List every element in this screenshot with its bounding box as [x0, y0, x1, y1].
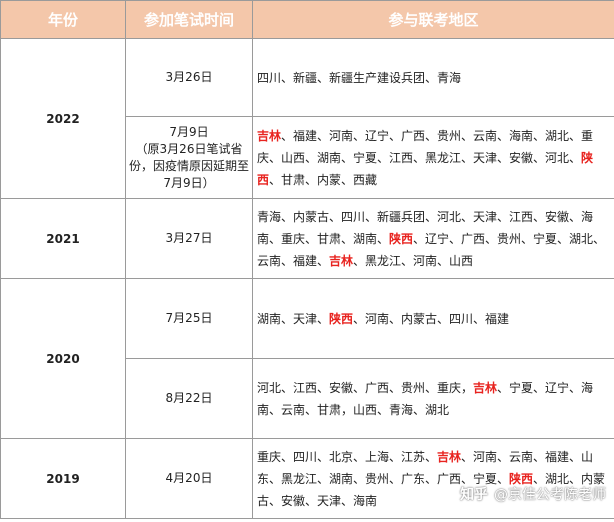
- region-highlight: 陕西: [389, 231, 414, 246]
- header-regions: 参与联考地区: [252, 0, 614, 39]
- watermark: 知乎 @京佳公考陈老师: [460, 484, 606, 504]
- table-row: 2019 4月20日 重庆、四川、北京、上海、江苏、吉林、河南、云南、福建、山东…: [0, 438, 614, 519]
- date-cell: 4月20日: [125, 438, 253, 519]
- region-highlight: 陕西: [329, 311, 354, 326]
- region-highlight: 吉林: [257, 128, 282, 143]
- region-text: 河北、江西、安徽、广西、贵州、重庆，: [257, 380, 474, 395]
- date-cell: 7月25日: [125, 278, 253, 359]
- date-cell: 8月22日: [125, 358, 253, 439]
- table-row: 2021 3月27日 青海、内蒙古、四川、新疆兵团、河北、天津、江西、安徽、海南…: [0, 198, 614, 279]
- region-text: 湖南、天津、: [257, 311, 330, 326]
- date-cell: 3月27日: [125, 198, 253, 279]
- region-text: 、福建、河南、辽宁、广西、贵州、云南、海南、湖北、重庆、山西、湖南、宁夏、江西、…: [257, 128, 594, 165]
- region-highlight: 陕西: [257, 150, 594, 187]
- year-cell: 2019: [0, 438, 126, 519]
- date-line: 7月9日: [169, 124, 209, 139]
- region-text: 、河南、内蒙古、四川、福建: [353, 311, 510, 326]
- header-exam-time: 参加笔试时间: [125, 0, 253, 39]
- regions-cell: 吉林、福建、河南、辽宁、广西、贵州、云南、海南、湖北、重庆、山西、湖南、宁夏、江…: [252, 116, 614, 199]
- region-highlight: 陕西: [509, 471, 534, 486]
- year-cell: 2022: [0, 38, 126, 199]
- date-cell: 3月26日: [125, 38, 253, 117]
- date-cell: 7月9日 （原3月26日笔试省 份，因疫情原因延期至 7月9日）: [125, 116, 253, 199]
- region-text: 、甘肃、内蒙、西藏: [269, 172, 378, 187]
- region-text: 、河南、云南、福建、山东、黑龙江、湖南、贵州、广东、广西、宁夏、: [257, 449, 594, 486]
- zhihu-logo-text: 知乎: [460, 487, 488, 503]
- region-highlight: 吉林: [473, 380, 498, 395]
- date-note-line: （原3月26日笔试省: [135, 141, 243, 156]
- region-text: 、辽宁、广西、贵州、宁夏、湖北、云南、福建、: [257, 231, 606, 268]
- year-cell: 2020: [0, 278, 126, 439]
- region-text: 、黑龙江、河南、山西: [353, 253, 474, 268]
- table-row: 7月9日 （原3月26日笔试省 份，因疫情原因延期至 7月9日） 吉林、福建、河…: [1, 116, 614, 199]
- region-text: 重庆、四川、北京、上海、江苏、: [257, 449, 438, 464]
- region-text: 、宁夏、辽宁、海南、云南、甘肃，山西、青海、湖北: [257, 380, 594, 417]
- region-text: 青海、内蒙古、四川、新疆兵团、河北、天津、江西、安徽、海南、重庆、甘肃、湖南、: [257, 209, 594, 246]
- header-year: 年份: [0, 0, 126, 39]
- watermark-author: @京佳公考陈老师: [494, 487, 606, 503]
- regions-cell: 重庆、四川、北京、上海、江苏、吉林、河南、云南、福建、山东、黑龙江、湖南、贵州、…: [252, 438, 614, 519]
- regions-cell: 河北、江西、安徽、广西、贵州、重庆，吉林、宁夏、辽宁、海南、云南、甘肃，山西、青…: [252, 358, 614, 439]
- region-highlight: 吉林: [329, 253, 354, 268]
- date-note-line: 份，因疫情原因延期至: [128, 158, 249, 173]
- regions-cell: 四川、新疆、新疆生产建设兵团、青海: [252, 38, 614, 117]
- region-highlight: 吉林: [437, 449, 462, 464]
- header-row: 年份 参加笔试时间 参与联考地区: [0, 0, 614, 39]
- table-row: 2020 7月25日 湖南、天津、陕西、河南、内蒙古、四川、福建: [0, 278, 614, 439]
- regions-cell: 湖南、天津、陕西、河南、内蒙古、四川、福建: [252, 278, 614, 359]
- table-row: 2022 3月26日 四川、新疆、新疆生产建设兵团、青海: [0, 38, 614, 199]
- regions-cell: 青海、内蒙古、四川、新疆兵团、河北、天津、江西、安徽、海南、重庆、甘肃、湖南、陕…: [252, 198, 614, 279]
- date-note-line: 7月9日）: [163, 175, 215, 190]
- region-text: 、湖北、内蒙古、安徽、天津、海南: [257, 471, 606, 508]
- year-cell: 2021: [0, 198, 126, 279]
